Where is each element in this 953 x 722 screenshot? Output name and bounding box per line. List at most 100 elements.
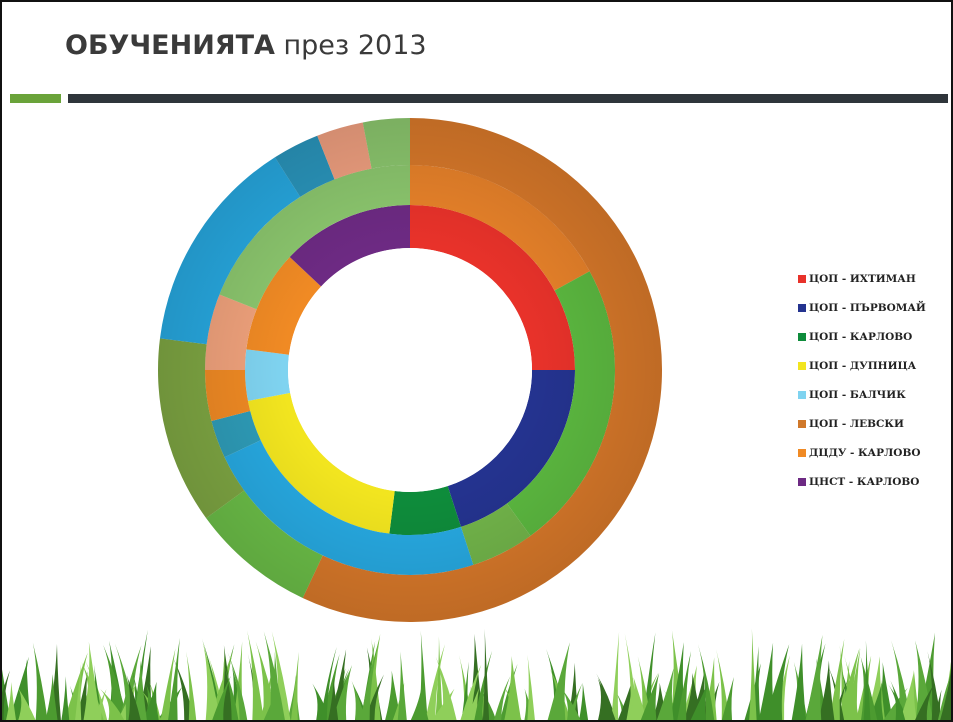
grass-blade — [100, 689, 125, 720]
grass-blade — [716, 649, 730, 720]
grass-blade — [435, 656, 457, 720]
grass-blade — [172, 657, 195, 720]
grass-blade — [6, 681, 16, 720]
grass-blade — [425, 644, 445, 720]
grass-blade — [629, 677, 647, 720]
grass-blade — [271, 631, 291, 720]
grass-blade — [360, 640, 379, 720]
grass-blade — [863, 640, 871, 720]
grass-blade — [838, 647, 860, 720]
grass-blade — [721, 677, 734, 720]
grass-blade — [410, 685, 429, 720]
grass-blade — [504, 655, 522, 720]
grass-blade — [260, 668, 273, 720]
grass-blade — [2, 670, 10, 720]
grass-blade — [160, 648, 176, 720]
legend-swatch — [798, 361, 806, 370]
grass-blade — [474, 650, 493, 720]
grass-blade — [690, 683, 708, 720]
grass-blade — [142, 681, 159, 720]
legend-label: ЦОП - БАЛЧИК — [809, 388, 906, 401]
grass-blade — [818, 660, 835, 720]
grass-blade — [493, 676, 511, 720]
legend-item: ЦОП - БАЛЧИК — [798, 380, 926, 409]
grass-blade — [227, 651, 248, 720]
doughnut-hole — [288, 248, 532, 492]
grass-blade — [547, 642, 570, 720]
grass-blade — [918, 632, 936, 720]
grass-blade — [597, 678, 616, 720]
grass-blade — [76, 671, 88, 720]
grass-decoration — [2, 628, 951, 720]
grass-blade — [186, 651, 197, 720]
legend-item: ЦОП - ПЪРВОМАЙ — [798, 293, 926, 322]
grass-blade — [119, 645, 142, 720]
title-underline-bar — [68, 94, 948, 103]
legend-swatch — [798, 303, 806, 312]
grass-blade — [765, 644, 790, 720]
legend-label: ЦОП - ЛЕВСКИ — [809, 417, 904, 430]
grass-blade — [202, 641, 221, 720]
grass-blade — [320, 646, 337, 720]
grass-blade — [18, 688, 36, 720]
grass-blade — [168, 637, 180, 720]
grass-blade — [890, 680, 906, 720]
grass-blade — [527, 654, 535, 720]
grass-blade — [868, 682, 884, 720]
grass-blade — [212, 675, 231, 720]
legend-label: ЦОП - ДУПНИЦА — [809, 359, 917, 372]
grass-blade — [32, 642, 48, 720]
legend-swatch — [798, 477, 806, 486]
grass-blade — [291, 651, 299, 720]
legend-swatch — [798, 274, 806, 283]
grass-blade — [758, 642, 775, 720]
grass-blade — [328, 677, 339, 720]
grass-blade — [432, 688, 455, 720]
grass-blade — [83, 641, 101, 720]
grass-blade — [93, 689, 107, 720]
legend-item: ЦНСТ - КАРЛОВО — [798, 467, 926, 496]
grass-blade — [268, 651, 282, 720]
legend-item: ДЦДУ - КАРЛОВО — [798, 438, 926, 467]
legend-swatch — [798, 448, 806, 457]
slide-title: ОБУЧЕНИЯТА през 2013 — [65, 30, 427, 61]
legend-swatch — [798, 390, 806, 399]
grass-blade — [222, 660, 239, 720]
grass-blade — [561, 688, 581, 720]
grass-blade — [940, 669, 951, 720]
grass-blade — [915, 683, 935, 720]
grass-blade — [45, 674, 58, 720]
grass-blade — [435, 636, 443, 720]
grass-blade — [103, 644, 128, 720]
grass-blade — [805, 634, 823, 720]
grass-blade — [883, 687, 908, 720]
grass-blade — [626, 685, 633, 720]
grass-blade — [656, 668, 674, 720]
grass-blade — [482, 628, 490, 720]
grass-blade — [927, 651, 941, 720]
grass-blade — [385, 670, 401, 720]
grass-blade — [791, 643, 806, 720]
grass-blade — [465, 688, 479, 720]
title-accent-bar — [10, 94, 61, 103]
legend-item: ЦОП - ИХТИМАН — [798, 264, 926, 293]
grass-blade — [126, 674, 141, 720]
grass-blade — [61, 676, 70, 720]
grass-blade — [351, 680, 366, 720]
grass-blade — [247, 630, 264, 720]
grass-blade — [611, 631, 620, 720]
legend-item: ЦОП - ДУПНИЦА — [798, 351, 926, 380]
legend-item: ЦОП - ЛЕВСКИ — [798, 409, 926, 438]
title-rest: през 2013 — [274, 30, 427, 61]
grass-blade — [697, 643, 715, 720]
grass-blade — [933, 689, 942, 720]
legend-label: ДЦДУ - КАРЛОВО — [809, 446, 921, 459]
grass-blade — [829, 638, 845, 720]
grass-blade — [579, 682, 589, 720]
grass-blade — [75, 664, 82, 720]
grass-blade — [567, 683, 583, 720]
legend-item: ЦОП - КАРЛОВО — [798, 322, 926, 351]
legend-label: ЦОП - ИХТИМАН — [809, 272, 916, 285]
